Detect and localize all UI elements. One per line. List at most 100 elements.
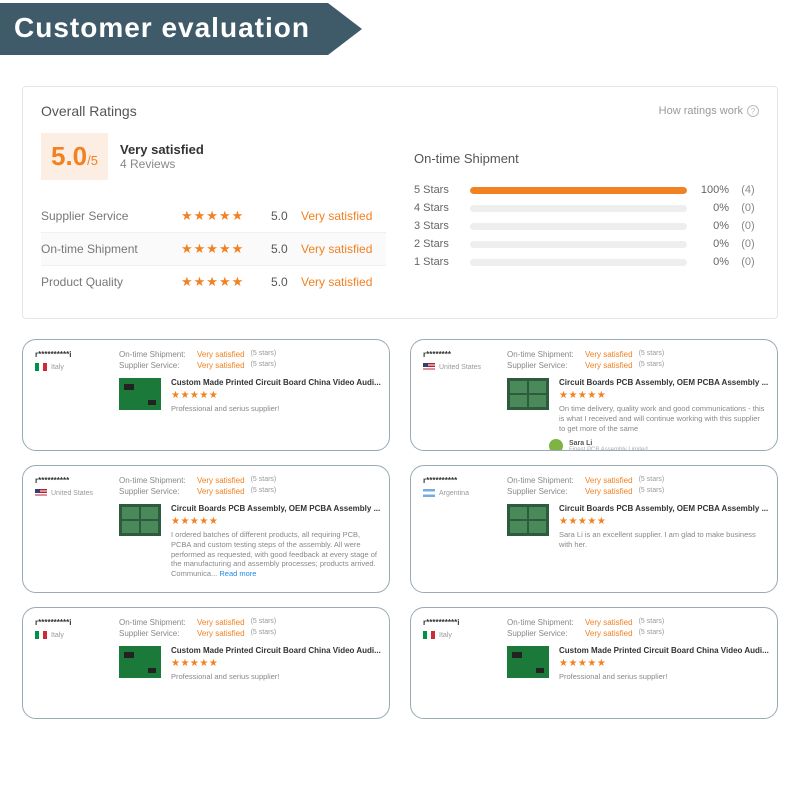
star-icon: ★★★★★	[559, 658, 769, 669]
dist-label: 1 Stars	[414, 256, 462, 268]
review-card[interactable]: r********United StatesOn-time Shipment:V…	[410, 339, 778, 451]
supplier-reply: Sara LiFinest PCB Assembly Limited	[549, 439, 765, 451]
star-icon: ★★★★★	[171, 658, 381, 669]
review-card[interactable]: r**********United StatesOn-time Shipment…	[22, 465, 390, 593]
factor-status: Very satisfied	[301, 209, 372, 223]
header-banner: Customer evaluation	[0, 0, 800, 58]
reviewer-country: Italy	[35, 631, 109, 639]
product-title[interactable]: Circuit Boards PCB Assembly, OEM PCBA As…	[171, 504, 380, 513]
factor-label: Product Quality	[41, 275, 181, 289]
reviewer-country: United States	[35, 489, 109, 497]
meta-paren: (5 stars)	[639, 476, 665, 485]
star-icon: ★★★★★	[171, 516, 380, 527]
meta-label: Supplier Service:	[119, 487, 191, 496]
meta-paren: (5 stars)	[639, 487, 665, 496]
dist-row[interactable]: 3 Stars0%(0)	[414, 220, 759, 232]
how-ratings-link[interactable]: How ratings work ?	[659, 105, 759, 117]
meta-label: On-time Shipment:	[507, 618, 579, 627]
flag-icon	[35, 489, 47, 497]
factor-row[interactable]: On-time Shipment★★★★★5.0Very satisfied	[41, 233, 386, 266]
dist-label: 2 Stars	[414, 238, 462, 250]
meta-paren: (5 stars)	[251, 487, 277, 496]
dist-row[interactable]: 2 Stars0%(0)	[414, 238, 759, 250]
review-card[interactable]: r**********iItaly On-time Shipment: Very s…	[410, 607, 778, 719]
factor-status: Very satisfied	[301, 242, 372, 256]
product-title[interactable]: Custom Made Printed Circuit Board China …	[171, 378, 381, 387]
meta-value: Very satisfied	[585, 629, 633, 638]
meta-value: Very satisfied	[585, 361, 633, 370]
ratings-right: On-time Shipment 5 Stars100%(4)4 Stars0%…	[414, 133, 759, 298]
meta-label: On-time Shipment:	[507, 350, 579, 359]
factor-status: Very satisfied	[301, 275, 372, 289]
dist-row[interactable]: 4 Stars0%(0)	[414, 202, 759, 214]
meta-label: Supplier Service:	[119, 361, 191, 370]
dist-pct: 0%	[695, 256, 729, 268]
ratings-title: Overall Ratings	[41, 103, 137, 119]
flag-icon	[423, 631, 435, 639]
product-title[interactable]: Circuit Boards PCB Assembly, OEM PCBA As…	[559, 378, 768, 387]
meta-label: On-time Shipment:	[507, 476, 579, 485]
meta-paren: (5 stars)	[251, 350, 277, 359]
star-icon: ★★★★★	[181, 208, 271, 224]
dist-bar	[470, 259, 687, 266]
meta-label: Supplier Service:	[507, 629, 579, 638]
meta-paren: (5 stars)	[251, 618, 277, 627]
reviewer-name: r**********	[35, 476, 109, 485]
reviewer-country: Italy	[423, 631, 497, 639]
meta-value: Very satisfied	[585, 350, 633, 359]
meta-label: On-time Shipment:	[119, 618, 191, 627]
reviewer-country: Argentina	[423, 489, 497, 497]
meta-paren: (5 stars)	[251, 476, 277, 485]
meta-value: Very satisfied	[197, 476, 245, 485]
review-text: Professional and serius supplier!	[171, 672, 381, 682]
dist-count: (0)	[737, 238, 759, 250]
dist-fill	[470, 187, 687, 194]
flag-icon	[35, 631, 47, 639]
meta-label: Supplier Service:	[507, 361, 579, 370]
score-box: 5.0 /5	[41, 133, 108, 180]
review-text: Sara Li is an excellent supplier. I am g…	[559, 530, 768, 550]
reviewer-country: Italy	[35, 363, 109, 371]
dist-title: On-time Shipment	[414, 151, 759, 166]
meta-value: Very satisfied	[197, 618, 245, 627]
dist-label: 3 Stars	[414, 220, 462, 232]
read-more-link[interactable]: Read more	[219, 569, 256, 578]
reply-name: Sara Li	[569, 440, 648, 447]
reviewer-info: r**********iItaly	[35, 618, 109, 640]
review-text: On time delivery, quality work and good …	[559, 404, 768, 433]
factor-score: 5.0	[271, 242, 301, 256]
dist-row[interactable]: 1 Stars0%(0)	[414, 256, 759, 268]
factor-score: 5.0	[271, 209, 301, 223]
flag-icon	[423, 489, 435, 497]
dist-label: 4 Stars	[414, 202, 462, 214]
dist-row[interactable]: 5 Stars100%(4)	[414, 184, 759, 196]
review-card[interactable]: r**********Argentina On-time Shipment: Ver…	[410, 465, 778, 593]
review-text: Professional and serius supplier!	[559, 672, 769, 682]
dist-pct: 0%	[695, 220, 729, 232]
meta-value: Very satisfied	[197, 487, 245, 496]
meta-value: Very satisfied	[585, 476, 633, 485]
dist-bar	[470, 187, 687, 194]
reviewer-name: r**********i	[35, 350, 109, 359]
product-thumb	[119, 504, 161, 536]
dist-bar	[470, 241, 687, 248]
factor-row[interactable]: Product Quality★★★★★5.0Very satisfied	[41, 266, 386, 298]
reviewer-info: r**********iItaly	[423, 618, 497, 640]
dist-bar	[470, 205, 687, 212]
star-icon: ★★★★★	[181, 241, 271, 257]
reply-company: Finest PCB Assembly Limited	[569, 447, 648, 451]
product-title[interactable]: Circuit Boards PCB Assembly, OEM PCBA As…	[559, 504, 768, 513]
product-title[interactable]: Custom Made Printed Circuit Board China …	[559, 646, 769, 655]
review-text: I ordered batches of different products,…	[171, 530, 380, 579]
reviewer-info: r**********Argentina	[423, 476, 497, 498]
dist-count: (4)	[737, 184, 759, 196]
review-card[interactable]: r**********iItalyOn-time Shipment:Very s…	[22, 339, 390, 451]
star-icon: ★★★★★	[171, 390, 381, 401]
product-title[interactable]: Custom Made Printed Circuit Board China …	[171, 646, 381, 655]
meta-paren: (5 stars)	[639, 618, 665, 627]
factor-row[interactable]: Supplier Service★★★★★5.0Very satisfied	[41, 200, 386, 233]
score-value: 5.0	[51, 141, 87, 172]
meta-label: On-time Shipment:	[119, 350, 191, 359]
review-card[interactable]: r**********iItaly On-time Shipment: Very s…	[22, 607, 390, 719]
review-grid: r**********iItalyOn-time Shipment:Very s…	[0, 339, 800, 719]
